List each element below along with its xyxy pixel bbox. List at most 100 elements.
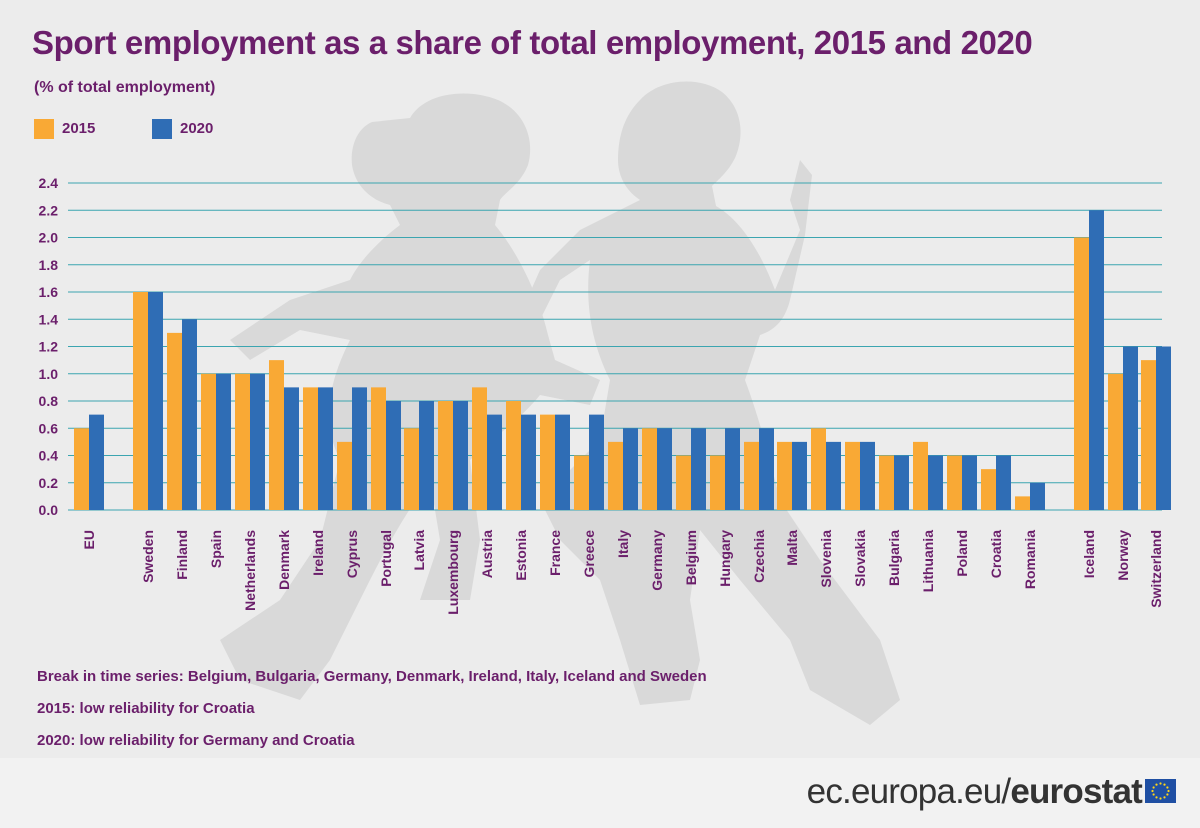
bar-2015 xyxy=(608,441,623,510)
footer-brand[interactable]: ec.europa.eu/eurostat xyxy=(806,772,1143,812)
x-tick-label: Norway xyxy=(1115,530,1131,581)
bar-2015 xyxy=(337,441,352,510)
y-tick-label: 1.4 xyxy=(39,311,59,327)
bar-2015 xyxy=(981,469,996,510)
bar-2020 xyxy=(725,428,740,510)
bar-2020 xyxy=(318,387,333,510)
x-tick-label: Romania xyxy=(1022,530,1038,589)
bar-2020 xyxy=(453,401,468,510)
bar-2015 xyxy=(472,387,487,510)
bar-2015 xyxy=(74,428,89,510)
bar-2015 xyxy=(133,292,148,510)
x-tick-label: France xyxy=(547,530,563,576)
legend-swatch-2020 xyxy=(152,119,172,139)
bar-2020 xyxy=(182,319,197,510)
bar-2020 xyxy=(657,428,672,510)
bar-2015 xyxy=(1015,496,1030,510)
bar-2020 xyxy=(386,401,401,510)
note-2020-reliability: 2020: low reliability for Germany and Cr… xyxy=(37,732,355,749)
x-tick-label: Netherlands xyxy=(242,530,258,611)
bar-2015 xyxy=(845,441,860,510)
y-tick-label: 0.0 xyxy=(39,502,59,518)
chart-notes: Break in time series: Belgium, Bulgaria,… xyxy=(37,668,707,764)
bar-2015 xyxy=(811,428,826,510)
bar-2015 xyxy=(642,428,657,510)
x-tick-label: Latvia xyxy=(411,530,427,571)
y-tick-label: 1.8 xyxy=(39,257,59,273)
x-tick-label: Iceland xyxy=(1081,530,1097,578)
x-tick-label: Estonia xyxy=(513,530,529,581)
bar-2020 xyxy=(419,401,434,510)
x-tick-label: Sweden xyxy=(140,530,156,583)
bar-2020 xyxy=(1030,482,1045,510)
bar-2020 xyxy=(996,455,1011,510)
y-tick-label: 2.2 xyxy=(39,202,59,218)
chart-subtitle: (% of total employment) xyxy=(34,79,216,96)
bar-2020 xyxy=(1089,210,1104,510)
bar-2015 xyxy=(676,455,691,510)
bar-2015 xyxy=(710,455,725,510)
y-tick-label: 1.0 xyxy=(39,366,59,382)
x-tick-label: EU xyxy=(81,530,97,549)
runners-silhouette-icon xyxy=(220,81,900,726)
bar-2015 xyxy=(235,373,250,510)
x-tick-label: Cyprus xyxy=(344,530,360,578)
footer-site: ec.europa.eu/ xyxy=(806,772,1011,811)
y-tick-label: 2.4 xyxy=(39,175,59,191)
chart-title: Sport employment as a share of total emp… xyxy=(32,24,1033,61)
note-break-in-series: Break in time series: Belgium, Bulgaria,… xyxy=(37,668,707,685)
x-tick-label: Malta xyxy=(784,530,800,566)
bar-2020 xyxy=(250,373,265,510)
x-tick-label: Portugal xyxy=(378,530,394,587)
x-tick-label: Belgium xyxy=(683,530,699,585)
bar-2015 xyxy=(879,455,894,510)
bar-2020 xyxy=(555,414,570,510)
footer-brand-name: eurostat xyxy=(1010,772,1142,811)
bar-2020 xyxy=(860,441,875,510)
bar-2015 xyxy=(540,414,555,510)
x-tick-label: Poland xyxy=(954,530,970,577)
note-2015-reliability: 2015: low reliability for Croatia xyxy=(37,700,255,717)
x-tick-label: Ireland xyxy=(310,530,326,576)
x-tick-label: Slovenia xyxy=(818,530,834,588)
bar-2015 xyxy=(438,401,453,510)
x-tick-label: Slovakia xyxy=(852,530,868,587)
y-tick-label: 2.0 xyxy=(39,230,59,246)
bar-2020 xyxy=(928,455,943,510)
bar-2020 xyxy=(216,373,231,510)
bar-2015 xyxy=(1141,360,1156,510)
bar-2020 xyxy=(487,414,502,510)
legend-swatch-2015 xyxy=(34,119,54,139)
y-tick-label: 0.2 xyxy=(39,475,59,491)
y-tick-label: 1.6 xyxy=(39,284,59,300)
bar-2015 xyxy=(167,332,182,510)
bar-2020 xyxy=(1123,346,1138,510)
x-tick-label: Spain xyxy=(208,530,224,568)
bar-2015 xyxy=(744,441,759,510)
x-tick-label: Czechia xyxy=(751,530,767,583)
bar-chart: 0.0 0.2 0.4 0.6 0.8 1.0 1.2 1.4 1.6 1.8 2.0 2.2 2.4 E… xyxy=(39,175,1171,615)
bar-2020 xyxy=(589,414,604,510)
bar-2020 xyxy=(691,428,706,510)
bar-2015 xyxy=(574,455,589,510)
bar-2015 xyxy=(913,441,928,510)
eu-flag-icon xyxy=(1145,779,1176,803)
x-tick-label: Bulgaria xyxy=(886,530,902,586)
x-tick-label: Austria xyxy=(479,530,495,578)
bar-2020 xyxy=(521,414,536,510)
bar-2020 xyxy=(89,414,104,510)
bar-2020 xyxy=(826,441,841,510)
bar-2020 xyxy=(623,428,638,510)
x-tick-label: Luxembourg xyxy=(445,530,461,615)
bar-2015 xyxy=(269,360,284,510)
x-tick-label: Denmark xyxy=(276,530,292,590)
bar-2015 xyxy=(404,428,419,510)
y-tick-label: 0.6 xyxy=(39,420,59,436)
bar-2020 xyxy=(284,387,299,510)
x-tick-label: Croatia xyxy=(988,530,1004,578)
bar-2015 xyxy=(303,387,318,510)
main-panel xyxy=(220,81,900,726)
legend-label-2015: 2015 xyxy=(62,120,96,137)
bar-2020 xyxy=(148,292,163,510)
bar-2015 xyxy=(947,455,962,510)
